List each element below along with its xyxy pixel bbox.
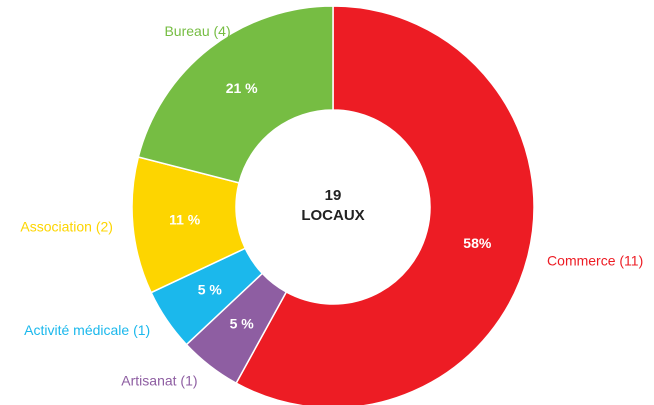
value-label: 5 % (198, 281, 223, 297)
slice (137, 5, 334, 184)
category-label: Commerce (11) (547, 253, 643, 269)
slice (235, 5, 535, 405)
category-label: Activité médicale (1) (24, 322, 150, 338)
value-label: 58% (463, 235, 492, 251)
value-label: 5 % (230, 315, 255, 331)
center-label: 19 (325, 187, 342, 204)
category-label: Association (2) (20, 219, 113, 235)
category-label: Bureau (4) (164, 23, 230, 39)
value-label: 11 % (169, 212, 201, 228)
value-label: 21 % (226, 80, 258, 96)
category-label: Artisanat (1) (121, 372, 197, 388)
center-label: LOCAUX (301, 207, 364, 224)
